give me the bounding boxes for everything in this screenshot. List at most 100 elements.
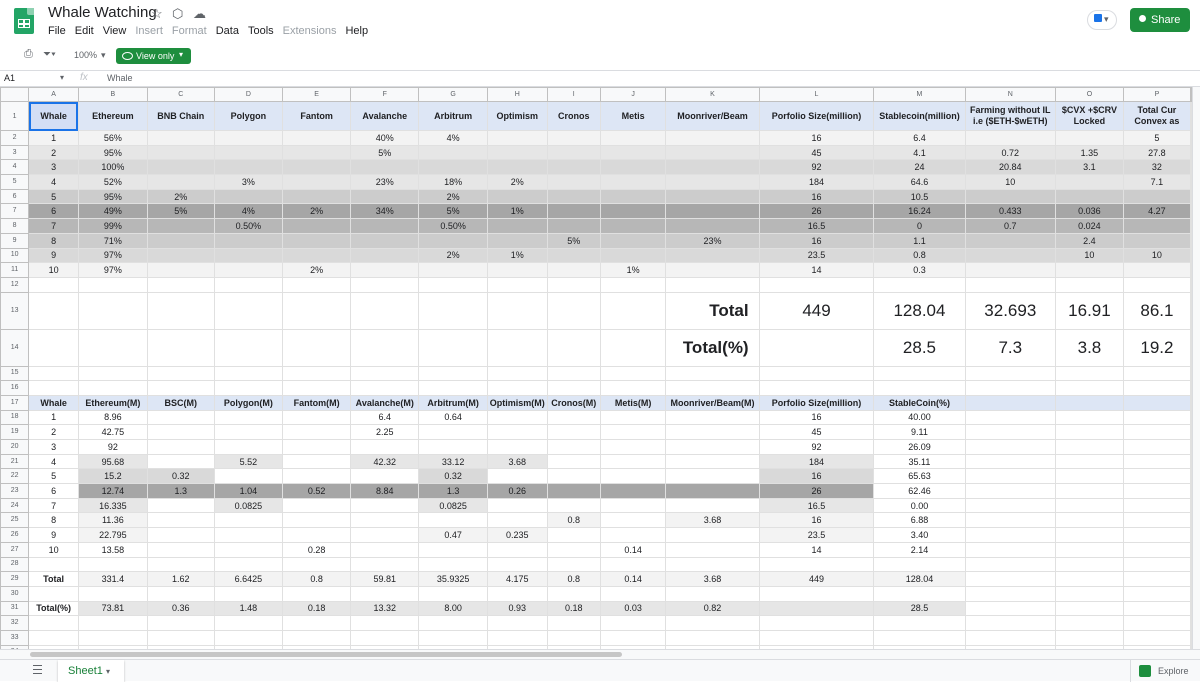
cell[interactable]: 2 [28, 424, 79, 440]
cell[interactable]: 42.32 [350, 453, 420, 470]
cell[interactable]: Moonriver/Beam [665, 101, 760, 131]
cell[interactable] [213, 629, 284, 646]
cell[interactable]: 52% [77, 174, 148, 190]
cell[interactable] [1122, 483, 1192, 499]
cell[interactable]: 62.46 [873, 483, 966, 499]
cell[interactable] [486, 615, 548, 631]
cell[interactable] [146, 247, 215, 264]
cell[interactable] [418, 629, 488, 646]
cell[interactable] [1055, 174, 1124, 190]
cell[interactable] [146, 453, 215, 470]
row-header[interactable]: 33 [0, 629, 30, 646]
cell[interactable]: 56% [77, 130, 148, 146]
cell[interactable]: 35.9325 [418, 571, 488, 587]
cell[interactable]: 6 [28, 483, 79, 499]
cell[interactable]: 18% [418, 174, 488, 190]
cell[interactable]: 27.8 [1122, 144, 1192, 161]
cell[interactable]: Cronos(M) [546, 394, 601, 411]
cell[interactable] [213, 439, 284, 455]
cell[interactable] [546, 527, 601, 543]
cell[interactable] [146, 424, 215, 440]
cell[interactable]: 5 [28, 188, 79, 205]
cell[interactable] [665, 159, 760, 176]
cell[interactable]: Avalanche [350, 101, 420, 131]
explore-button[interactable]: Explore [1130, 660, 1200, 682]
row-header[interactable]: 16 [0, 380, 30, 396]
cell[interactable]: 23% [350, 174, 420, 190]
cell[interactable] [1190, 424, 1192, 440]
cell[interactable]: 1% [486, 203, 548, 220]
cell[interactable] [758, 276, 875, 293]
cell[interactable] [964, 188, 1057, 205]
cell[interactable] [418, 365, 488, 382]
cell[interactable] [665, 497, 760, 514]
cell[interactable]: 449 [758, 571, 875, 587]
cell[interactable]: 16.5 [758, 497, 875, 514]
row-header[interactable]: 31 [0, 600, 30, 617]
cell[interactable] [546, 262, 601, 278]
cell[interactable] [1122, 380, 1192, 396]
cell[interactable] [146, 365, 215, 382]
cell[interactable] [546, 497, 601, 514]
cell[interactable] [546, 585, 601, 602]
cell[interactable] [1055, 629, 1124, 646]
cell[interactable]: 4.175 [486, 571, 548, 587]
cell[interactable]: 0.32 [418, 468, 488, 485]
cell[interactable] [486, 232, 548, 249]
cell[interactable]: 6 [28, 203, 79, 220]
cell[interactable] [599, 159, 667, 176]
column-header[interactable]: J [599, 87, 667, 102]
cell[interactable] [599, 188, 667, 205]
cell[interactable]: Avalanche(M) [350, 394, 420, 411]
cell[interactable]: Optimism(M) [486, 394, 548, 411]
cell[interactable] [282, 409, 352, 426]
cell[interactable] [213, 585, 284, 602]
filter-icon[interactable]: ⏷▾ [43, 49, 56, 60]
cell[interactable]: 6.88 [873, 512, 966, 529]
cell[interactable]: 0.036 [1055, 203, 1124, 220]
cell[interactable]: 331.4 [77, 571, 148, 587]
cell[interactable]: 5 [1122, 130, 1192, 146]
cell[interactable] [28, 585, 79, 602]
cell[interactable] [1122, 468, 1192, 485]
cell[interactable]: 95.68 [77, 453, 148, 470]
row-header[interactable]: 30 [0, 585, 30, 602]
cell[interactable]: 4 [28, 174, 79, 190]
cell[interactable] [146, 130, 215, 146]
cell[interactable] [418, 424, 488, 440]
cell[interactable] [964, 585, 1057, 602]
cell[interactable]: 20.84 [964, 159, 1057, 176]
cell[interactable] [964, 247, 1057, 264]
cell[interactable]: Moonriver/Beam(M) [665, 394, 760, 411]
cell[interactable] [282, 615, 352, 631]
horizontal-scrollbar[interactable] [0, 649, 1200, 659]
cell[interactable] [146, 497, 215, 514]
cell[interactable] [213, 247, 284, 264]
cell[interactable]: 12.74 [77, 483, 148, 499]
cell[interactable]: 4 [28, 453, 79, 470]
cell[interactable]: 2% [146, 188, 215, 205]
cell[interactable] [418, 232, 488, 249]
cell[interactable]: 2% [418, 188, 488, 205]
cell[interactable] [599, 644, 667, 649]
cell[interactable] [599, 174, 667, 190]
cell[interactable] [1190, 644, 1192, 649]
cell[interactable]: 45 [758, 144, 875, 161]
cell[interactable]: 0.93 [486, 600, 548, 617]
cell[interactable] [546, 159, 601, 176]
cell[interactable]: 73.81 [77, 600, 148, 617]
cell[interactable]: 6.6425 [213, 571, 284, 587]
row-header[interactable]: 24 [0, 497, 30, 514]
cell[interactable] [758, 380, 875, 396]
cell[interactable] [964, 497, 1057, 514]
cell[interactable] [282, 512, 352, 529]
cell[interactable] [964, 453, 1057, 470]
cell[interactable] [964, 512, 1057, 529]
cell[interactable] [486, 585, 548, 602]
cell[interactable]: 15.2 [77, 468, 148, 485]
cell[interactable] [546, 247, 601, 264]
cell[interactable] [1122, 424, 1192, 440]
cell[interactable] [665, 276, 760, 293]
formula-content[interactable]: Whale [107, 73, 133, 83]
cell[interactable]: 2% [418, 247, 488, 264]
